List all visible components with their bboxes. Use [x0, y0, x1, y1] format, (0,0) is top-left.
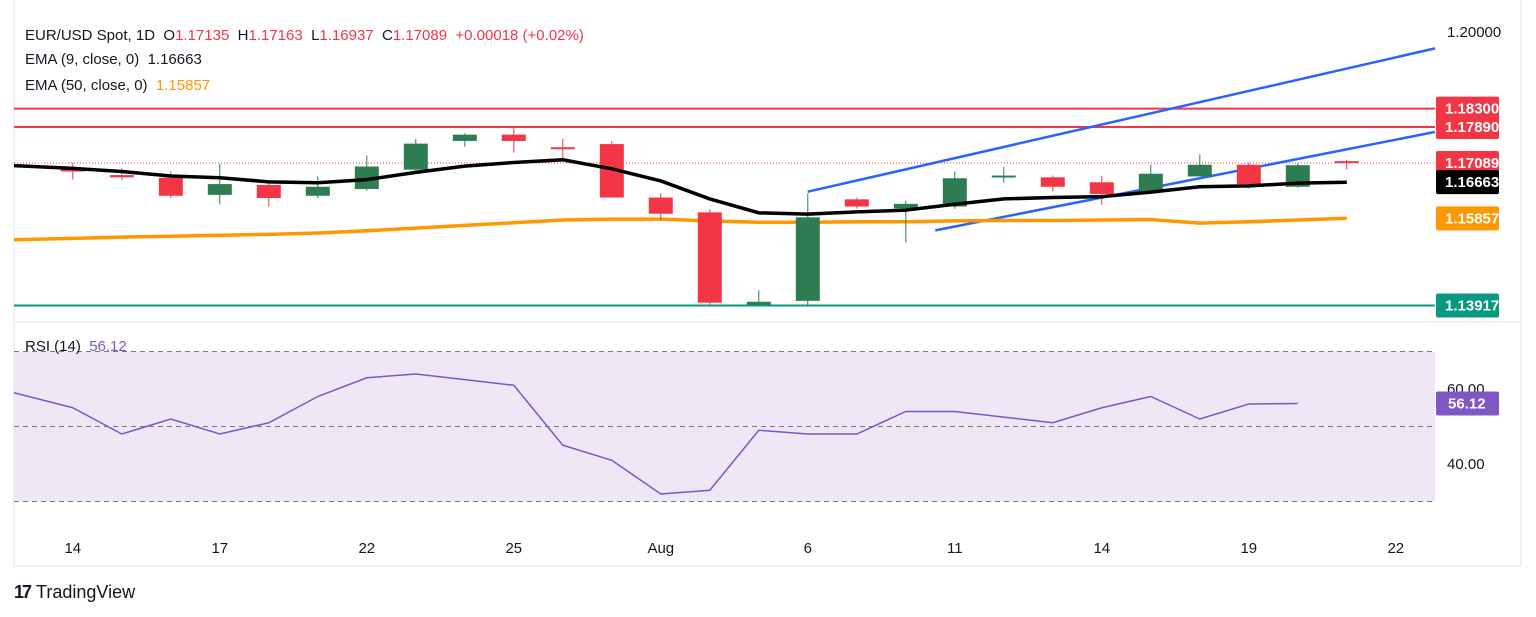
candle-body: [207, 184, 232, 195]
candle-body: [697, 212, 722, 303]
price-axis-tag-bg: [1436, 115, 1499, 140]
candle-body: [60, 169, 85, 172]
legend-price: EUR/USD Spot, 1D O1.17135 H1.17163 L1.16…: [25, 27, 584, 44]
candle-body: [1236, 164, 1261, 185]
candle-body: [354, 166, 379, 190]
legend-close: 1.17089: [392, 27, 448, 44]
candle-body: [452, 134, 477, 141]
legend-ema50-label: EMA (50, close, 0): [25, 77, 148, 94]
legend-rsi-label: RSI (14): [25, 338, 81, 355]
candle-body: [1138, 173, 1163, 192]
legend-ema9: EMA (9, close, 0) 1.16663: [25, 51, 202, 68]
x-axis-label: 25: [505, 540, 522, 557]
price-axis-tag-bg: [1436, 151, 1499, 176]
price-axis-tag-bg: [1436, 170, 1499, 195]
candle-body: [991, 175, 1016, 178]
candle-body: [1089, 182, 1114, 194]
tradingview-logo[interactable]: 17 TradingView: [14, 582, 135, 603]
candle-body: [305, 186, 330, 196]
x-axis-label: 19: [1240, 540, 1257, 557]
rsi-current-tag-label: 56.12: [1448, 396, 1486, 413]
legend-symbol: EUR/USD Spot, 1D: [25, 27, 156, 44]
x-axis-label: Aug: [647, 540, 674, 557]
legend-open: 1.17135: [175, 27, 230, 44]
price-axis-tag-label: 1.15857: [1445, 210, 1499, 227]
tradingview-logo-icon: 17: [14, 582, 32, 602]
price-axis-tag-label: 1.13917: [1445, 298, 1499, 315]
candle-body: [256, 184, 281, 198]
channel-line-upper: [807, 47, 1436, 193]
candle-body: [1334, 161, 1359, 164]
legend-open-label: O: [163, 27, 176, 44]
candle-body: [844, 199, 869, 207]
x-axis-label: 14: [64, 540, 81, 557]
candle-body: [501, 134, 526, 141]
candle-body: [893, 203, 918, 209]
candle-body: [746, 301, 771, 305]
legend-close-label: C: [381, 27, 393, 44]
price-axis-tag-label: 1.17089: [1445, 155, 1499, 172]
candle-body: [648, 197, 673, 214]
candle-body: [795, 217, 820, 301]
tradingview-logo-text: TradingView: [36, 582, 136, 602]
legend-change: +0.00018 (+0.02%): [455, 27, 584, 44]
price-axis-tag-bg: [1436, 96, 1499, 121]
candle-body: [403, 143, 428, 170]
legend-ema50-value: 1.15857: [155, 77, 211, 94]
price-axis-tag-label: 1.17890: [1445, 119, 1499, 136]
legend-ema9-label: EMA (9, close, 0): [25, 51, 140, 68]
legend-high: 1.17163: [248, 27, 303, 44]
candle-body: [158, 177, 183, 196]
rsi-axis-label: 40.00: [1447, 456, 1485, 473]
price-axis-tag-label: 1.18300: [1445, 101, 1499, 118]
x-axis-label: 14: [1093, 540, 1110, 557]
x-axis-label: 6: [804, 540, 812, 557]
legend-rsi-value: 56.12: [89, 338, 127, 355]
price-axis-tag-bg: [1436, 293, 1499, 318]
x-axis-label: 11: [947, 540, 963, 557]
candle-body: [109, 175, 134, 178]
rsi-line: [13, 373, 1298, 495]
legend-low: 1.16937: [319, 27, 374, 44]
candle-body: [1040, 177, 1065, 187]
price-axis-tag-label: 1.16663: [1445, 174, 1499, 191]
x-axis-label: 22: [1387, 540, 1404, 557]
legend-ema50: EMA (50, close, 0) 1.15857: [25, 77, 210, 94]
candle-body: [550, 147, 575, 150]
price-axis-tag-bg: [1436, 206, 1499, 231]
legend-ema9-value: 1.16663: [147, 51, 202, 68]
channel-line-lower: [934, 130, 1436, 232]
rsi-current-tag-bg: [1436, 391, 1499, 416]
ema9-line: [13, 158, 1347, 216]
price-axis-label: 1.20000: [1447, 24, 1501, 41]
candle-body: [1187, 164, 1212, 177]
legend-rsi: RSI (14) 56.12: [25, 338, 127, 355]
legend-high-label: H: [237, 27, 249, 44]
x-axis-label: 17: [211, 540, 228, 557]
legend-low-label: L: [311, 27, 320, 44]
x-axis-label: 22: [358, 540, 375, 557]
ema50-line: [13, 216, 1347, 242]
